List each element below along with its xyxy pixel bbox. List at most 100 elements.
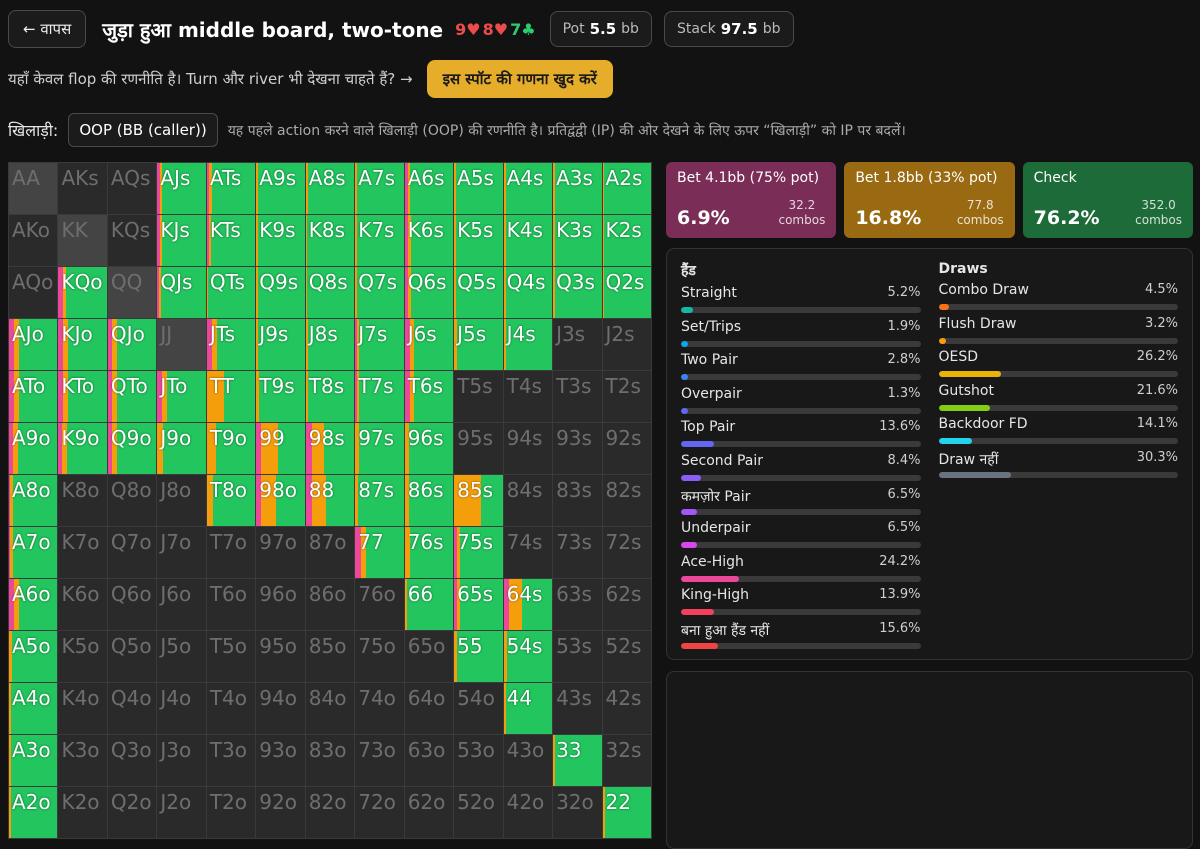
hand-cell-K9s[interactable]: K9s xyxy=(256,215,305,266)
hand-cell-Q5o[interactable]: Q5o xyxy=(107,631,157,682)
hand-cell-QTo[interactable]: QTo xyxy=(107,371,157,422)
hand-cell-KQs[interactable]: KQs xyxy=(107,215,157,266)
hand-cell-85o[interactable]: 85o xyxy=(305,631,355,682)
hand-cell-95o[interactable]: 95o xyxy=(256,631,305,682)
hand-cell-85s[interactable]: 85s xyxy=(454,475,503,526)
hand-cell-33[interactable]: 33 xyxy=(553,735,602,786)
hand-cell-J7s[interactable]: J7s xyxy=(355,319,404,370)
hand-cell-J4o[interactable]: J4o xyxy=(157,683,206,734)
hand-cell-42s[interactable]: 42s xyxy=(602,683,651,734)
hand-cell-AJo[interactable]: AJo xyxy=(9,319,58,370)
hand-cell-J8s[interactable]: J8s xyxy=(305,319,355,370)
hand-cell-92s[interactable]: 92s xyxy=(602,423,651,474)
hand-cell-J5o[interactable]: J5o xyxy=(157,631,206,682)
bet-large-card[interactable]: Bet 4.1bb (75% pot) 6.9% 32.2 combos xyxy=(666,162,837,238)
hand-cell-76o[interactable]: 76o xyxy=(355,579,404,630)
hand-cell-T5s[interactable]: T5s xyxy=(454,371,503,422)
hand-cell-KK[interactable]: KK xyxy=(58,215,107,266)
hand-cell-Q9o[interactable]: Q9o xyxy=(107,423,157,474)
hand-cell-TT[interactable]: TT xyxy=(206,371,256,422)
hand-cell-KJo[interactable]: KJo xyxy=(58,319,107,370)
hand-cell-74o[interactable]: 74o xyxy=(355,683,404,734)
hand-cell-A3o[interactable]: A3o xyxy=(9,735,58,786)
hand-cell-63s[interactable]: 63s xyxy=(553,579,602,630)
hand-cell-75s[interactable]: 75s xyxy=(454,527,503,578)
hand-cell-T4s[interactable]: T4s xyxy=(503,371,553,422)
hand-cell-T8s[interactable]: T8s xyxy=(305,371,355,422)
hand-cell-K2s[interactable]: K2s xyxy=(602,215,651,266)
hand-cell-76s[interactable]: 76s xyxy=(404,527,454,578)
hand-cell-54s[interactable]: 54s xyxy=(503,631,553,682)
hand-cell-AJs[interactable]: AJs xyxy=(157,163,206,214)
hand-cell-65o[interactable]: 65o xyxy=(404,631,454,682)
hand-cell-87o[interactable]: 87o xyxy=(305,527,355,578)
check-card[interactable]: Check 76.2% 352.0 combos xyxy=(1022,162,1193,238)
hand-cell-94o[interactable]: 94o xyxy=(256,683,305,734)
hand-cell-82s[interactable]: 82s xyxy=(602,475,651,526)
hand-cell-K5s[interactable]: K5s xyxy=(454,215,503,266)
hand-cell-K2o[interactable]: K2o xyxy=(58,787,107,838)
hand-cell-62s[interactable]: 62s xyxy=(602,579,651,630)
hand-cell-72s[interactable]: 72s xyxy=(602,527,651,578)
hand-cell-84o[interactable]: 84o xyxy=(305,683,355,734)
hand-cell-JTo[interactable]: JTo xyxy=(157,371,206,422)
hand-cell-AA[interactable]: AA xyxy=(9,163,58,214)
hand-cell-75o[interactable]: 75o xyxy=(355,631,404,682)
hand-cell-52s[interactable]: 52s xyxy=(602,631,651,682)
hand-cell-K4s[interactable]: K4s xyxy=(503,215,553,266)
hand-cell-83s[interactable]: 83s xyxy=(553,475,602,526)
hand-cell-66[interactable]: 66 xyxy=(404,579,454,630)
hand-cell-Q8s[interactable]: Q8s xyxy=(305,267,355,318)
hand-cell-Q9s[interactable]: Q9s xyxy=(256,267,305,318)
hand-cell-KQo[interactable]: KQo xyxy=(58,267,107,318)
compute-spot-button[interactable]: इस स्पॉट की गणना खुद करें xyxy=(426,60,613,98)
hand-cell-Q2s[interactable]: Q2s xyxy=(602,267,651,318)
player-select[interactable]: OOP (BB (caller)) xyxy=(68,113,218,147)
hand-cell-93s[interactable]: 93s xyxy=(553,423,602,474)
hand-cell-77[interactable]: 77 xyxy=(355,527,404,578)
hand-cell-K7o[interactable]: K7o xyxy=(58,527,107,578)
hand-cell-T2s[interactable]: T2s xyxy=(602,371,651,422)
hand-cell-52o[interactable]: 52o xyxy=(454,787,503,838)
hand-cell-54o[interactable]: 54o xyxy=(454,683,503,734)
hand-cell-72o[interactable]: 72o xyxy=(355,787,404,838)
hand-cell-AQs[interactable]: AQs xyxy=(107,163,157,214)
hand-cell-86s[interactable]: 86s xyxy=(404,475,454,526)
hand-cell-J5s[interactable]: J5s xyxy=(454,319,503,370)
hand-cell-A3s[interactable]: A3s xyxy=(553,163,602,214)
hand-cell-K8o[interactable]: K8o xyxy=(58,475,107,526)
hand-cell-A4s[interactable]: A4s xyxy=(503,163,553,214)
hand-cell-64o[interactable]: 64o xyxy=(404,683,454,734)
hand-cell-A6o[interactable]: A6o xyxy=(9,579,58,630)
hand-cell-97s[interactable]: 97s xyxy=(355,423,404,474)
hand-cell-73o[interactable]: 73o xyxy=(355,735,404,786)
bet-small-card[interactable]: Bet 1.8bb (33% pot) 16.8% 77.8 combos xyxy=(844,162,1015,238)
hand-cell-43s[interactable]: 43s xyxy=(553,683,602,734)
hand-cell-J8o[interactable]: J8o xyxy=(157,475,206,526)
hand-cell-62o[interactable]: 62o xyxy=(404,787,454,838)
hand-cell-32s[interactable]: 32s xyxy=(602,735,651,786)
hand-cell-73s[interactable]: 73s xyxy=(553,527,602,578)
hand-cell-J7o[interactable]: J7o xyxy=(157,527,206,578)
hand-cell-82o[interactable]: 82o xyxy=(305,787,355,838)
hand-cell-T9s[interactable]: T9s xyxy=(256,371,305,422)
hand-cell-87s[interactable]: 87s xyxy=(355,475,404,526)
hand-cell-53s[interactable]: 53s xyxy=(553,631,602,682)
hand-cell-83o[interactable]: 83o xyxy=(305,735,355,786)
hand-cell-KTo[interactable]: KTo xyxy=(58,371,107,422)
hand-cell-64s[interactable]: 64s xyxy=(503,579,553,630)
hand-cell-86o[interactable]: 86o xyxy=(305,579,355,630)
hand-cell-92o[interactable]: 92o xyxy=(256,787,305,838)
hand-cell-T8o[interactable]: T8o xyxy=(206,475,256,526)
hand-cell-42o[interactable]: 42o xyxy=(503,787,553,838)
hand-cell-QTs[interactable]: QTs xyxy=(206,267,256,318)
hand-cell-J3s[interactable]: J3s xyxy=(553,319,602,370)
hand-cell-44[interactable]: 44 xyxy=(503,683,553,734)
hand-cell-A8o[interactable]: A8o xyxy=(9,475,58,526)
hand-cell-K3s[interactable]: K3s xyxy=(553,215,602,266)
hand-cell-T3s[interactable]: T3s xyxy=(553,371,602,422)
hand-cell-Q6s[interactable]: Q6s xyxy=(404,267,454,318)
hand-cell-QJs[interactable]: QJs xyxy=(157,267,206,318)
hand-cell-T9o[interactable]: T9o xyxy=(206,423,256,474)
hand-cell-63o[interactable]: 63o xyxy=(404,735,454,786)
